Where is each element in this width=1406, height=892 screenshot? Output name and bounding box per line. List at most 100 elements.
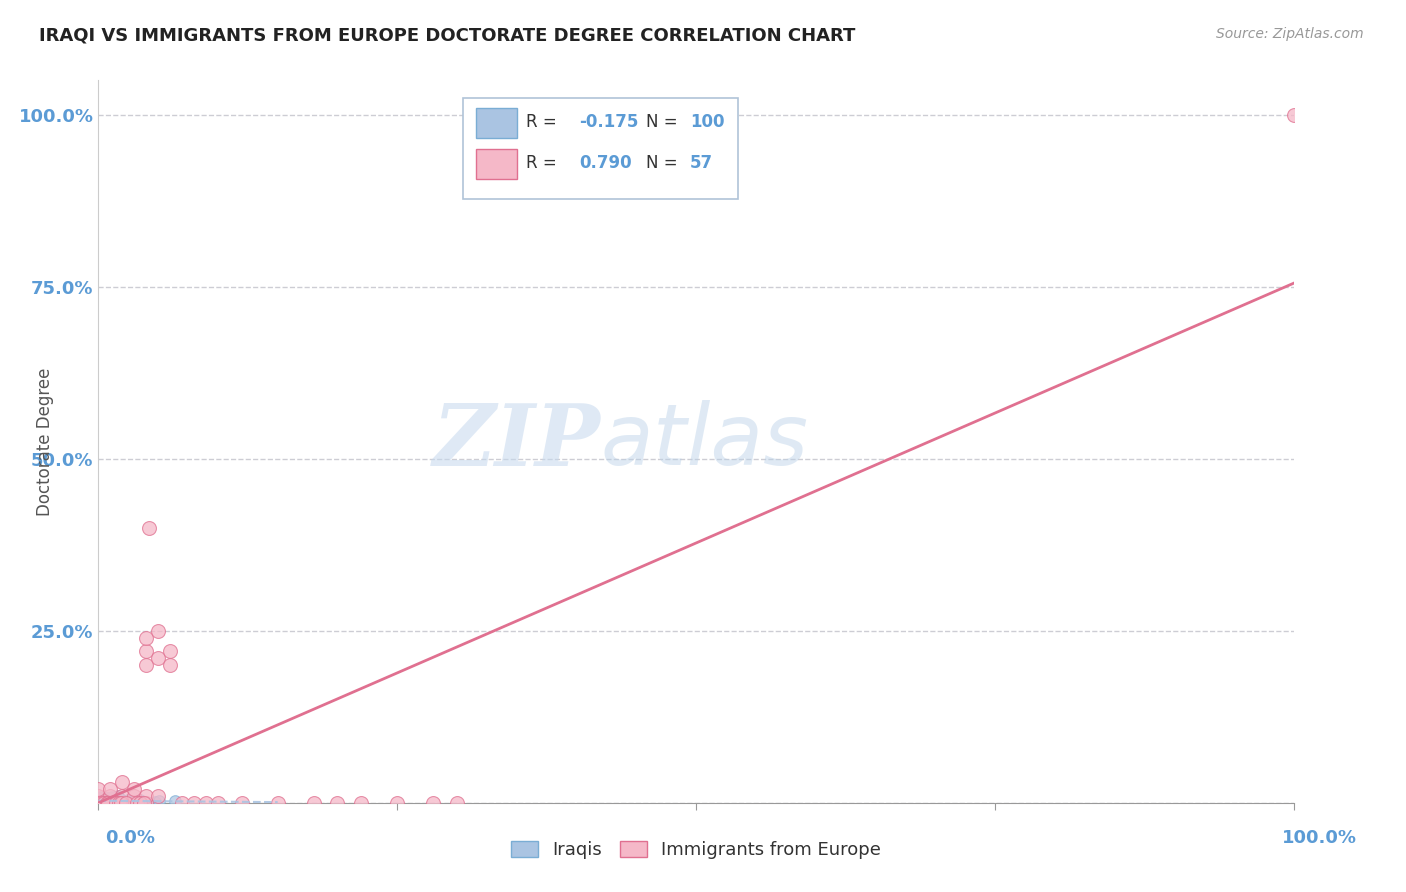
Point [148, 651, 170, 665]
Point [91, 793, 114, 807]
Point [93, 792, 115, 806]
Point [143, 795, 166, 809]
Point [1282, 108, 1305, 122]
Point [124, 796, 146, 810]
Point [89, 791, 111, 805]
Point [165, 794, 187, 808]
Point [105, 794, 128, 808]
Point [132, 796, 155, 810]
Point [104, 794, 127, 808]
Point [93, 793, 115, 807]
Point [385, 796, 409, 810]
Point [89, 796, 111, 810]
Point [96, 794, 118, 808]
Point [90, 794, 112, 808]
Point [93, 793, 115, 807]
Point [114, 794, 136, 808]
FancyBboxPatch shape [477, 149, 517, 179]
Point [91, 791, 114, 805]
Text: Doctorate Degree: Doctorate Degree [35, 368, 53, 516]
Point [94, 792, 117, 806]
Point [183, 796, 205, 810]
Point [148, 789, 170, 803]
Point [104, 796, 127, 810]
Point [231, 796, 253, 810]
Point [105, 796, 128, 810]
Point [111, 789, 134, 803]
Point [90, 796, 112, 810]
Point [101, 795, 124, 809]
Point [91, 796, 114, 810]
Point [91, 795, 114, 809]
Point [87, 789, 110, 803]
Text: N =: N = [645, 154, 678, 172]
Point [98, 793, 121, 807]
Point [90, 790, 112, 805]
Point [87, 796, 110, 810]
Point [98, 792, 121, 806]
Point [105, 795, 128, 809]
Point [117, 793, 139, 807]
Point [97, 792, 120, 806]
Point [135, 658, 157, 673]
Point [124, 789, 146, 803]
Point [94, 796, 117, 810]
Point [125, 796, 148, 810]
Point [114, 796, 136, 810]
Point [135, 796, 157, 810]
Point [93, 793, 115, 807]
Point [94, 796, 117, 810]
Point [135, 789, 157, 803]
Point [114, 796, 136, 810]
Point [98, 782, 122, 797]
Point [111, 796, 134, 810]
Point [111, 775, 134, 789]
Point [93, 796, 115, 810]
Text: N =: N = [645, 113, 683, 131]
Point [104, 795, 127, 809]
Point [159, 644, 181, 658]
Point [267, 796, 290, 810]
Point [87, 782, 110, 797]
Point [87, 796, 110, 810]
Point [128, 792, 150, 806]
Point [98, 796, 121, 810]
Point [96, 792, 118, 806]
Point [93, 796, 115, 810]
Point [93, 796, 115, 810]
Text: 0.0%: 0.0% [105, 829, 156, 847]
Point [148, 624, 170, 638]
Point [91, 793, 114, 807]
Point [94, 796, 117, 810]
Point [98, 796, 122, 810]
Point [89, 796, 111, 810]
Point [111, 796, 134, 810]
Point [100, 795, 122, 809]
Text: R =: R = [526, 113, 562, 131]
Point [108, 796, 131, 810]
Point [89, 789, 111, 804]
Point [422, 796, 444, 810]
Point [135, 644, 157, 658]
Point [96, 792, 118, 806]
Point [94, 793, 117, 807]
Point [101, 790, 124, 805]
Point [97, 795, 120, 809]
Legend: Iraqis, Immigrants from Europe: Iraqis, Immigrants from Europe [503, 833, 889, 866]
Point [93, 791, 115, 805]
Text: ZIP: ZIP [433, 400, 600, 483]
Point [112, 795, 135, 809]
Point [87, 796, 110, 810]
FancyBboxPatch shape [463, 98, 738, 200]
Point [89, 795, 111, 809]
Point [138, 520, 160, 534]
Point [87, 796, 110, 810]
Point [108, 791, 131, 805]
Point [100, 791, 122, 805]
Point [98, 796, 121, 810]
Point [98, 796, 121, 810]
Point [124, 782, 146, 797]
Point [87, 796, 110, 810]
Point [101, 793, 124, 807]
Point [90, 792, 112, 806]
